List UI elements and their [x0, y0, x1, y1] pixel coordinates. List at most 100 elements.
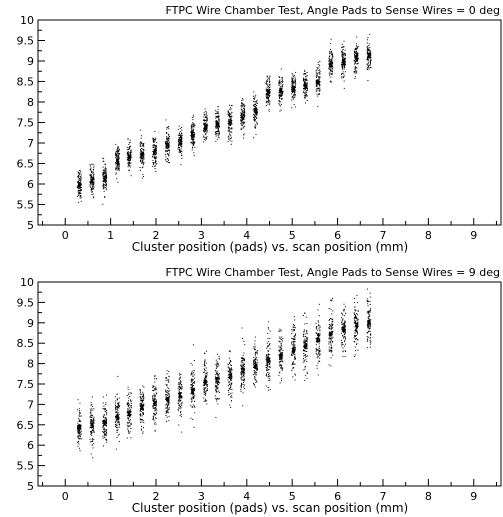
data-point	[253, 109, 255, 111]
data-point	[155, 144, 157, 146]
data-point	[93, 175, 95, 177]
data-point	[266, 88, 268, 90]
data-point	[294, 325, 295, 327]
data-point	[269, 363, 271, 364]
data-point	[141, 404, 143, 407]
data-point	[179, 148, 181, 150]
data-point	[80, 170, 81, 172]
data-point	[140, 154, 143, 156]
data-point	[254, 348, 256, 350]
data-point	[193, 135, 195, 137]
data-point	[241, 118, 244, 120]
data-point	[130, 405, 132, 407]
data-point	[93, 438, 95, 440]
data-point	[102, 408, 104, 410]
data-point	[128, 400, 129, 402]
data-point	[216, 400, 218, 402]
data-point	[218, 363, 220, 365]
data-point	[341, 60, 344, 62]
data-point	[293, 94, 295, 96]
data-point	[315, 327, 317, 329]
data-point	[192, 143, 194, 144]
data-point	[204, 128, 206, 131]
data-point	[116, 153, 118, 155]
data-point	[181, 385, 183, 387]
data-point	[242, 117, 244, 119]
data-point	[218, 126, 220, 128]
data-point	[242, 105, 244, 107]
data-point	[342, 56, 344, 58]
data-point	[115, 412, 117, 414]
data-point	[240, 377, 242, 379]
data-point	[192, 140, 194, 142]
data-point	[104, 433, 106, 435]
data-point	[304, 81, 306, 83]
data-point	[78, 190, 80, 192]
data-point	[139, 154, 141, 156]
data-point	[279, 104, 281, 106]
data-point	[204, 379, 206, 381]
data-point	[356, 57, 358, 59]
data-point	[216, 381, 219, 383]
data-point	[115, 155, 117, 156]
data-point	[141, 398, 143, 400]
data-point	[343, 57, 345, 59]
data-point	[116, 406, 118, 408]
data-point	[92, 429, 94, 431]
data-point	[155, 413, 157, 415]
data-point	[116, 160, 118, 161]
data-point	[181, 158, 183, 159]
data-point	[316, 69, 318, 71]
data-point	[329, 56, 331, 58]
data-point	[206, 119, 208, 120]
data-point	[204, 116, 206, 118]
data-point	[168, 375, 170, 377]
data-point	[178, 407, 180, 409]
data-point	[126, 159, 128, 161]
data-point	[282, 81, 284, 83]
data-point	[166, 139, 168, 141]
data-point	[215, 364, 217, 366]
data-point	[292, 348, 294, 351]
data-point	[266, 370, 268, 371]
data-point	[167, 404, 169, 406]
data-point	[267, 389, 269, 391]
data-point	[304, 323, 306, 325]
data-point	[331, 327, 333, 329]
data-point	[329, 80, 331, 82]
data-point	[265, 83, 267, 85]
data-point	[293, 74, 295, 76]
data-point	[215, 398, 217, 400]
data-point	[292, 95, 294, 97]
data-point	[279, 328, 281, 330]
data-point	[194, 381, 196, 383]
data-point	[127, 403, 129, 405]
data-point	[203, 363, 205, 365]
data-point	[241, 383, 242, 385]
data-point	[253, 97, 254, 99]
data-point	[77, 418, 79, 420]
data-point	[280, 89, 282, 91]
data-point	[253, 360, 255, 362]
data-point	[140, 141, 142, 143]
data-point	[354, 65, 356, 67]
data-point	[304, 73, 306, 75]
data-point	[369, 52, 371, 53]
data-point	[281, 357, 283, 359]
data-point	[218, 133, 220, 135]
data-point	[293, 323, 295, 325]
data-point	[256, 102, 258, 104]
data-point	[292, 87, 294, 89]
data-point	[291, 81, 293, 83]
data-point	[367, 48, 369, 50]
data-point	[102, 174, 104, 176]
data-column	[291, 316, 296, 381]
data-point	[217, 112, 219, 114]
data-point	[179, 139, 182, 141]
data-point	[292, 89, 294, 91]
data-point	[267, 369, 269, 371]
data-point	[266, 80, 268, 82]
data-point	[332, 321, 334, 323]
data-point	[166, 128, 168, 130]
data-point	[191, 137, 192, 139]
